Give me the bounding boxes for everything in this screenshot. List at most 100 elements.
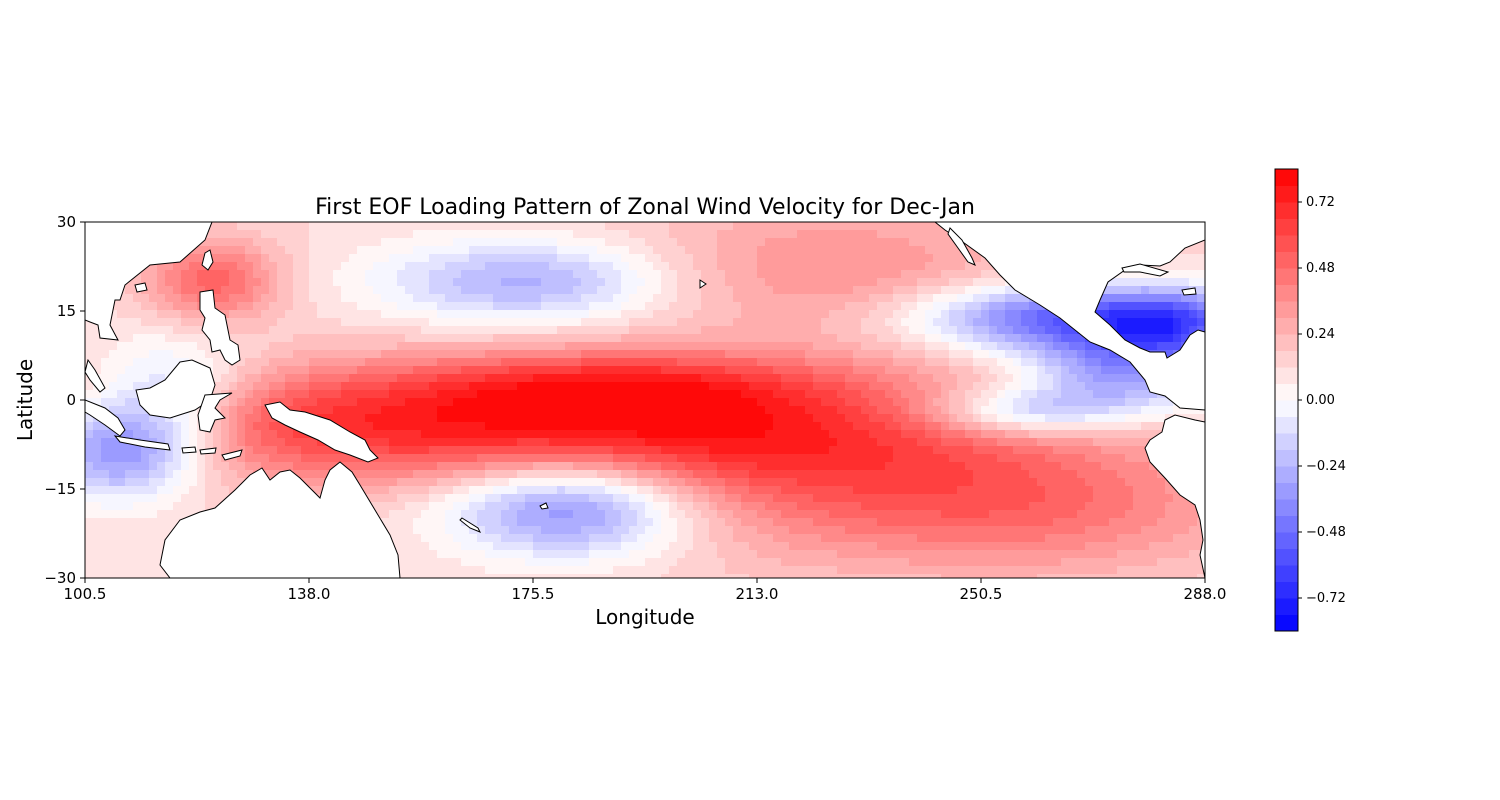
- contour-cell: [413, 286, 422, 295]
- contour-cell: [477, 406, 486, 415]
- contour-cell: [869, 318, 878, 327]
- contour-cell: [493, 302, 502, 311]
- contour-cell: [1037, 478, 1046, 487]
- contour-cell: [285, 398, 294, 407]
- contour-cell: [805, 462, 814, 471]
- contour-cell: [845, 486, 854, 495]
- contour-cell: [285, 302, 294, 311]
- contour-cell: [637, 254, 646, 263]
- contour-cell: [1117, 382, 1126, 391]
- contour-cell: [301, 350, 310, 359]
- contour-cell: [781, 470, 790, 479]
- contour-cell: [749, 430, 758, 439]
- contour-cell: [717, 326, 726, 335]
- contour-cell: [333, 230, 342, 239]
- contour-cell: [837, 310, 846, 319]
- contour-cell: [493, 502, 502, 511]
- contour-cell: [589, 286, 598, 295]
- contour-cell: [1197, 414, 1205, 423]
- contour-cell: [981, 462, 990, 471]
- contour-cell: [509, 486, 518, 495]
- contour-cell: [1117, 470, 1126, 479]
- contour-cell: [301, 222, 310, 231]
- contour-cell: [125, 286, 134, 295]
- contour-cell: [621, 294, 630, 303]
- contour-cell: [853, 430, 862, 439]
- contour-cell: [541, 222, 550, 231]
- contour-cell: [973, 438, 982, 447]
- contour-cell: [701, 462, 710, 471]
- contour-cell: [245, 350, 254, 359]
- contour-cell: [909, 222, 918, 231]
- contour-cell: [181, 310, 190, 319]
- contour-cell: [797, 438, 806, 447]
- contour-cell: [517, 342, 526, 351]
- contour-cell: [1109, 398, 1118, 407]
- contour-cell: [541, 294, 550, 303]
- contour-cell: [1085, 470, 1094, 479]
- contour-cell: [293, 382, 302, 391]
- contour-cell: [509, 382, 518, 391]
- contour-cell: [109, 486, 118, 495]
- contour-cell: [461, 294, 470, 303]
- contour-cell: [1189, 270, 1198, 279]
- contour-cell: [357, 414, 366, 423]
- contour-cell: [365, 406, 374, 415]
- contour-cell: [757, 390, 766, 399]
- contour-cell: [277, 422, 286, 431]
- contour-cell: [541, 398, 550, 407]
- contour-cell: [421, 334, 430, 343]
- contour-cell: [981, 278, 990, 287]
- contour-cell: [541, 326, 550, 335]
- contour-cell: [933, 382, 942, 391]
- contour-cell: [285, 222, 294, 231]
- contour-cell: [557, 310, 566, 319]
- contour-cell: [1189, 262, 1198, 271]
- contour-cell: [301, 326, 310, 335]
- contour-cell: [573, 286, 582, 295]
- contour-cell: [845, 222, 854, 231]
- contour-cell: [301, 478, 310, 487]
- contour-cell: [349, 462, 358, 471]
- contour-cell: [733, 462, 742, 471]
- contour-cell: [397, 222, 406, 231]
- contour-cell: [693, 278, 702, 287]
- contour-cell: [1197, 310, 1205, 319]
- contour-cell: [357, 238, 366, 247]
- contour-cell: [965, 318, 974, 327]
- contour-cell: [781, 406, 790, 415]
- contour-cell: [693, 486, 702, 495]
- contour-cell: [581, 454, 590, 463]
- contour-cell: [981, 406, 990, 415]
- contour-cell: [901, 406, 910, 415]
- contour-cell: [261, 278, 270, 287]
- contour-cell: [293, 278, 302, 287]
- contour-cell: [1029, 334, 1038, 343]
- contour-cell: [637, 262, 646, 271]
- contour-cell: [293, 246, 302, 255]
- contour-cell: [669, 254, 678, 263]
- contour-cell: [693, 478, 702, 487]
- contour-cell: [565, 446, 574, 455]
- contour-cell: [1045, 374, 1054, 383]
- contour-cell: [709, 278, 718, 287]
- contour-cell: [293, 342, 302, 351]
- contour-cell: [149, 350, 158, 359]
- contour-cell: [213, 350, 222, 359]
- contour-cell: [133, 358, 142, 367]
- contour-cell: [1141, 334, 1150, 343]
- contour-cell: [853, 382, 862, 391]
- contour-cell: [613, 374, 622, 383]
- contour-cell: [405, 342, 414, 351]
- contour-cell: [1077, 470, 1086, 479]
- contour-cell: [725, 230, 734, 239]
- contour-cell: [405, 494, 414, 503]
- contour-cell: [709, 494, 718, 503]
- contour-cell: [1181, 246, 1190, 255]
- contour-cell: [437, 478, 446, 487]
- contour-cell: [909, 478, 918, 487]
- contour-cell: [469, 270, 478, 279]
- contour-cell: [357, 462, 366, 471]
- contour-cell: [685, 334, 694, 343]
- contour-cell: [133, 462, 142, 471]
